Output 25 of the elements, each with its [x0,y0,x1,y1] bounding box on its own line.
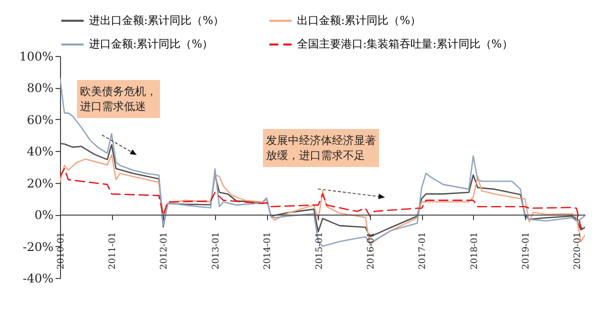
legend-label: 全国主要港口:集装箱吞吐量:累计同比（%） [297,38,513,50]
annotation: 欧美债务危机，进口需求低迷 [77,80,160,118]
y-tick-label: 0% [34,208,54,222]
y-tick-label: 100% [19,50,54,64]
x-tick-label: 2018-01 [470,232,480,270]
legend-label: 进口金额:累计同比（%） [89,38,214,50]
y-tick-label: -20% [22,240,54,254]
x-tick-label: 2014-01 [263,232,274,270]
x-tick-label: 2015-01 [314,232,325,270]
x-tick-label: 2020-01 [573,232,584,270]
legend-label: 出口金额:累计同比（%） [297,14,422,27]
x-tick-label: 2010-01 [56,232,66,270]
legend-label: 进出口金额:累计同比（%） [89,14,224,27]
y-tick-label: 60% [26,112,54,127]
y-tick-label: 20% [26,176,54,190]
x-tick-label: 2019-01 [521,232,532,270]
x-tick-label: 2016-01 [366,232,376,270]
x-tick-label: 2013-01 [212,232,222,270]
y-tick-label: -40% [22,272,54,286]
x-tick-label: 2017-01 [418,232,428,270]
x-tick-label: 2012-01 [160,232,170,270]
x-tick-label: 2011-01 [108,232,118,270]
annotation: 发展中经济体经济显著放缓，进口需求不足 [263,129,379,167]
y-tick-label: 40% [26,144,54,159]
y-tick-label: 80% [26,81,54,96]
